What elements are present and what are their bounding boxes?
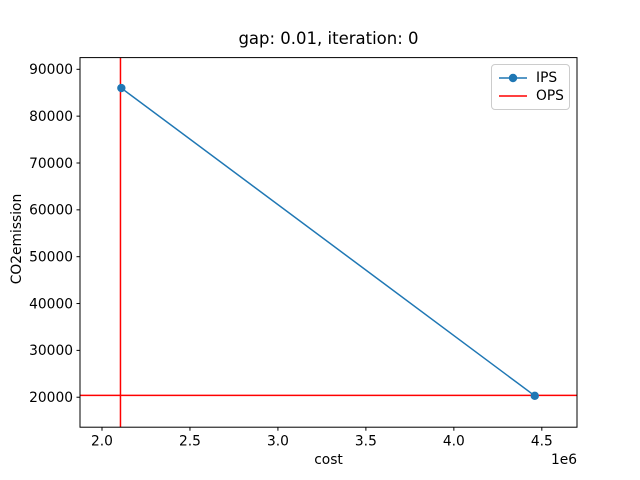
y-tick-label: 40000 [29,296,73,312]
legend-entry-ips: IPS [498,70,563,86]
legend-label-ops: OPS [536,88,564,105]
legend-entry-ops: OPS [498,88,564,105]
x-tick-label: 3.0 [267,434,289,450]
x-tick-label: 4.5 [531,434,553,450]
y-tick-label: 50000 [29,249,73,265]
y-tick-label: 20000 [29,390,73,406]
x-axis-label: cost [314,452,343,468]
axes-frame [79,57,578,428]
chart-title: gap: 0.01, iteration: 0 [238,29,419,48]
x-tick-label: 4.0 [443,434,465,450]
ips-marker [530,391,539,401]
legend: IPS OPS [491,64,570,110]
ips-marker [117,83,126,93]
y-tick-label: 70000 [29,156,73,172]
y-tick-label: 30000 [29,343,73,359]
x-tick-label: 2.0 [91,434,113,450]
x-tick-label: 2.5 [179,434,201,450]
y-axis-label: CO2emission [9,193,25,285]
y-tick-label: 90000 [29,62,73,78]
y-tick-label: 80000 [29,109,73,125]
y-tick-label: 60000 [29,203,73,219]
ops-line-sample-icon [499,95,527,98]
x-tick-label: 3.5 [355,434,377,450]
x-axis-offset-label: 1e6 [550,452,577,468]
ips-line [120,87,536,397]
legend-label-ips: IPS [536,69,558,86]
ips-line-sample-icon [499,73,527,82]
